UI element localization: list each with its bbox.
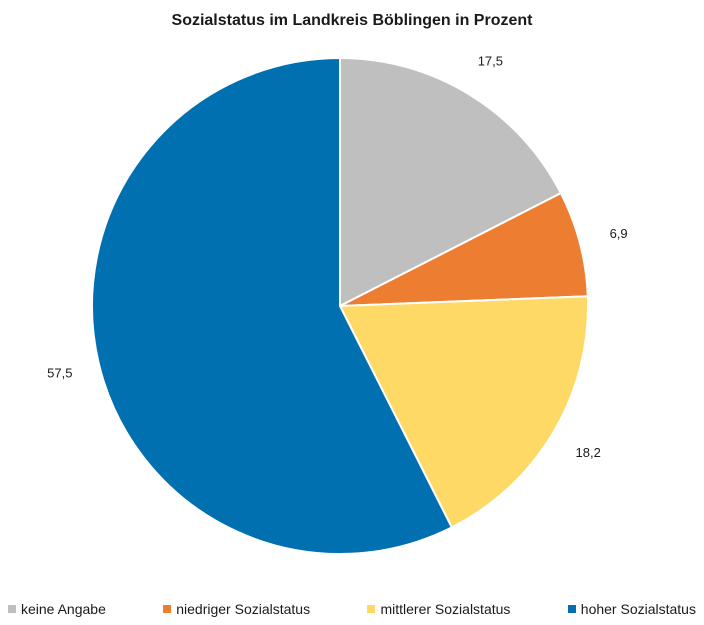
pie-slice-label-1: 6,9 — [610, 226, 628, 241]
legend-swatch-mittlerer-sozialstatus — [367, 605, 376, 613]
legend-item-mittlerer-sozialstatus: mittlerer Sozialstatus — [367, 601, 510, 617]
pie-slice-label-3: 57,5 — [47, 366, 72, 381]
pie-slice-1 — [339, 191, 589, 307]
legend-swatch-niedriger-sozialstatus — [163, 605, 172, 613]
pie-slices — [91, 56, 589, 555]
pie-slice-2 — [338, 295, 589, 529]
legend-item-hoher-sozialstatus: hoher Sozialstatus — [567, 601, 696, 617]
chart-title: Sozialstatus im Landkreis Böblingen in P… — [171, 12, 533, 29]
pie-slice-3 — [91, 56, 454, 555]
legend-label-mittlerer-sozialstatus: mittlerer Sozialstatus — [380, 601, 511, 617]
legend-item-niedriger-sozialstatus: niedriger Sozialstatus — [163, 601, 310, 617]
legend-swatch-keine-angabe — [8, 605, 16, 613]
pie-slice-label-2: 18,2 — [576, 445, 601, 460]
legend-label-hoher-sozialstatus: hoher Sozialstatus — [580, 601, 696, 617]
pie-slice-0 — [339, 56, 563, 308]
legend: keine Angabe niedriger Sozialstatus mitt… — [0, 601, 704, 617]
legend-item-keine-angabe: keine Angabe — [8, 601, 106, 617]
legend-swatch-hoher-sozialstatus — [567, 605, 576, 613]
legend-label-niedriger-sozialstatus: niedriger Sozialstatus — [176, 601, 311, 617]
pie-labels: 17,5 6,9 18,2 57,5 — [47, 53, 627, 460]
pie-slice-label-0: 17,5 — [478, 53, 503, 68]
legend-label-keine-angabe: keine Angabe — [21, 601, 106, 617]
pie-chart: 17,5 6,9 18,2 57,5 — [47, 53, 628, 555]
